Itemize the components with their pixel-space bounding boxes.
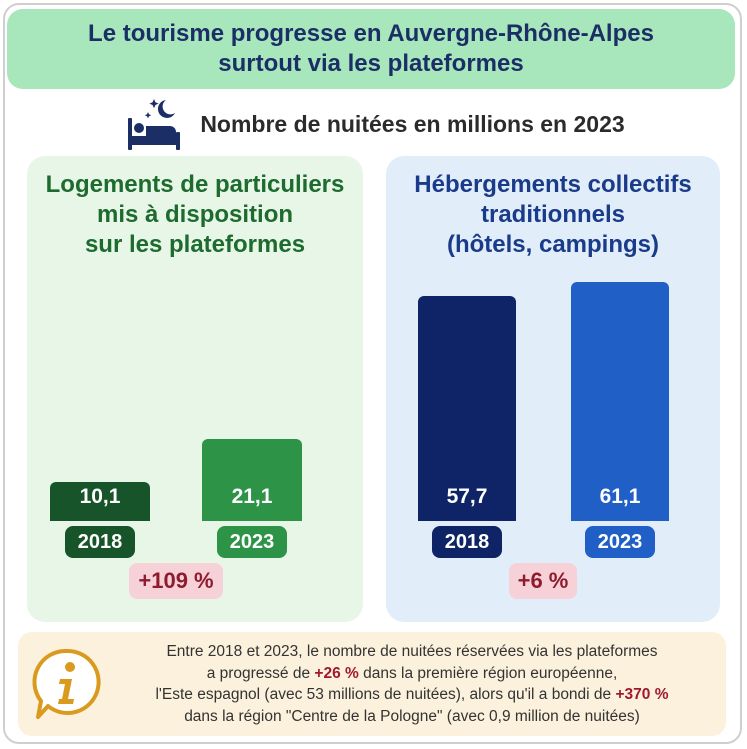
panel-title-platforms: Logements de particuliers mis à disposit… <box>27 170 363 260</box>
info-icon <box>32 648 101 719</box>
note-line: Entre 2018 et 2023, le nombre de nuitées… <box>166 643 658 660</box>
bar-value-label: 57,7 <box>446 485 488 508</box>
note-text-part: l'Este espagnol (avec 53 millions de nui… <box>155 686 616 703</box>
bar-value-label: 10,1 <box>79 485 121 508</box>
bar-traditional-2023: 61,1 <box>571 282 669 521</box>
year-badge-2018: 2018 <box>432 526 502 558</box>
bar-platforms-2018: 10,1 <box>50 482 150 521</box>
note-line: l'Este espagnol (avec 53 millions de nui… <box>112 684 712 706</box>
panel-title-line: Hébergements collectifs <box>414 171 692 198</box>
note-text-part: dans la première région européenne, <box>358 664 618 682</box>
chart-subtitle: Nombre de nuitées en millions en 2023 <box>200 110 625 137</box>
title-line-2: surtout via les plateformes <box>218 50 524 77</box>
note-highlight: +370 % <box>615 686 669 703</box>
year-badge-2023: 2023 <box>217 526 287 558</box>
title-line-1: Le tourisme progresse en Auvergne-Rhône-… <box>88 20 654 47</box>
panel-title-line: traditionnels <box>480 201 625 228</box>
bed-night-icon <box>128 99 181 150</box>
change-badge-traditional: +6 % <box>509 563 577 599</box>
note-text: Entre 2018 et 2023, le nombre de nuitées… <box>112 641 712 727</box>
panel-title-traditional: Hébergements collectifs traditionnels (h… <box>386 170 720 260</box>
panel-platforms: Logements de particuliers mis à disposit… <box>27 156 363 622</box>
change-badge-platforms: +109 % <box>129 563 223 599</box>
note-line: a progressé de +26 % dans la première ré… <box>112 663 712 685</box>
note-line: dans la région "Centre de la Pologne" (a… <box>184 707 640 725</box>
bar-value-label: 61,1 <box>599 485 641 508</box>
year-badge-2018: 2018 <box>65 526 135 558</box>
panel-title-line: sur les plateformes <box>84 231 306 258</box>
note-highlight: +26 % <box>314 664 359 682</box>
title-banner: Le tourisme progresse en Auvergne-Rhône-… <box>7 9 735 89</box>
panel-traditional: Hébergements collectifs traditionnels (h… <box>386 156 720 622</box>
bar-platforms-2023: 21,1 <box>202 439 302 521</box>
panel-title-line: mis à disposition <box>96 201 294 228</box>
note-text-part: a progressé de <box>206 664 315 682</box>
panel-title-line: Logements de particuliers <box>45 171 345 198</box>
info-note: Entre 2018 et 2023, le nombre de nuitées… <box>18 632 726 736</box>
subtitle-row: Nombre de nuitées en millions en 2023 <box>0 96 747 152</box>
panel-title-line: (hôtels, campings) <box>446 231 660 258</box>
bar-traditional-2018: 57,7 <box>418 296 516 521</box>
bar-value-label: 21,1 <box>231 485 273 508</box>
year-badge-2023: 2023 <box>585 526 655 558</box>
